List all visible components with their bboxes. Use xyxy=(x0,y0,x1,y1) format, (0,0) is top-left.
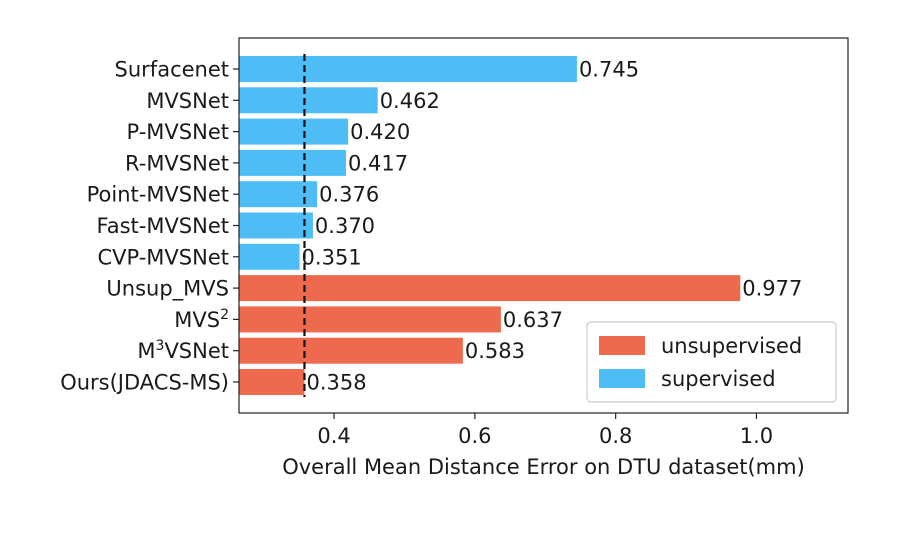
bar-supervised xyxy=(239,243,300,270)
bar-supervised xyxy=(239,149,347,176)
y-tick-label: P-MVSNet xyxy=(127,120,229,144)
legend-swatch-supervised xyxy=(599,369,645,388)
bar-supervised xyxy=(239,56,577,82)
y-tick-label: Unsup_MVS xyxy=(106,277,229,302)
data-label: 0.370 xyxy=(315,214,375,238)
data-label: 0.351 xyxy=(302,245,362,269)
data-label: 0.358 xyxy=(306,371,366,395)
data-label: 0.417 xyxy=(348,151,408,175)
x-tick-label: 1.0 xyxy=(740,424,773,448)
x-tick-label: 0.4 xyxy=(317,424,350,448)
data-label: 0.420 xyxy=(350,120,410,144)
x-tick-label: 0.8 xyxy=(599,424,632,448)
plot-area: 0.745 0.462 0.420 0.417 0.376 0.370 0.351 0.977… xyxy=(60,37,849,448)
legend-box xyxy=(586,321,837,403)
bar-supervised xyxy=(239,87,378,114)
bar-unsupervised xyxy=(239,337,463,364)
y-tick-label: MVS2 xyxy=(174,307,229,332)
y-tick-label: Point-MVSNet xyxy=(87,183,229,207)
data-label: 0.376 xyxy=(319,183,379,207)
legend: unsupervised supervised xyxy=(586,321,837,403)
data-label: 0.637 xyxy=(503,308,563,332)
y-tick-label: Ours(JDACS-MS) xyxy=(60,371,229,395)
data-label: 0.977 xyxy=(742,277,802,301)
x-axis-label: Overall Mean Distance Error on DTU datas… xyxy=(282,455,805,479)
bar-supervised xyxy=(239,212,313,239)
data-label: 0.745 xyxy=(579,58,639,82)
bar-supervised xyxy=(239,118,349,145)
bar-unsupervised xyxy=(239,306,501,333)
y-tick-label: M3VSNet xyxy=(137,338,229,363)
x-tick-label: 0.6 xyxy=(458,424,491,448)
legend-label-supervised: supervised xyxy=(661,367,776,391)
y-tick-label: CVP-MVSNet xyxy=(98,245,230,269)
legend-label-unsupervised: unsupervised xyxy=(661,334,802,358)
y-tick-label: MVSNet xyxy=(146,89,229,113)
bar-unsupervised xyxy=(239,369,305,395)
data-label: 0.462 xyxy=(380,89,440,113)
legend-swatch-unsupervised xyxy=(599,336,645,355)
bar-unsupervised xyxy=(239,275,741,302)
y-tick-label: R-MVSNet xyxy=(125,151,229,175)
y-tick-label: Surfacenet xyxy=(115,58,229,82)
data-label: 0.583 xyxy=(465,339,525,363)
y-tick-label: Fast-MVSNet xyxy=(97,214,229,238)
